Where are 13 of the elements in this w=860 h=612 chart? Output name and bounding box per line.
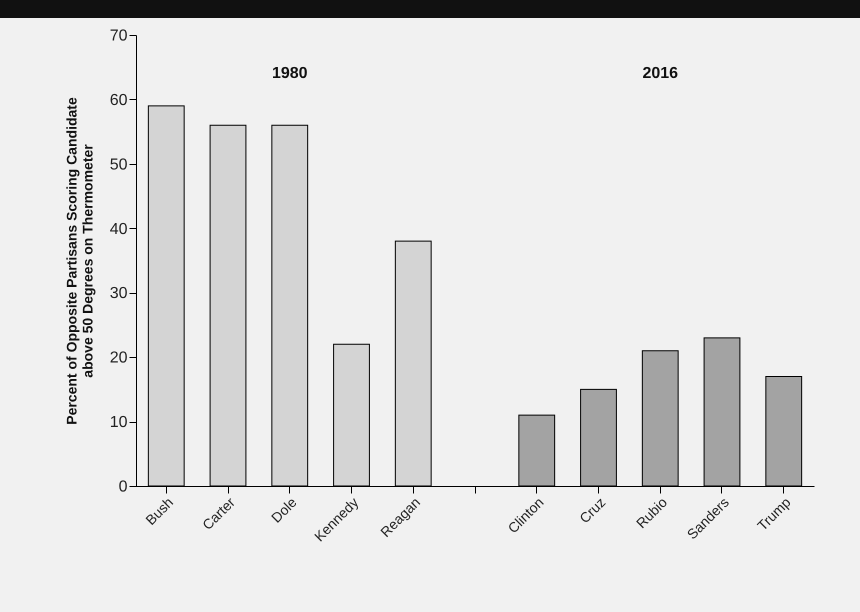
y-tick-label: 20 xyxy=(110,350,128,367)
y-tick-label: 30 xyxy=(110,285,128,302)
x-tick-label: Cruz xyxy=(576,494,608,526)
y-tick-label: 70 xyxy=(110,28,128,44)
annotation: 1980 xyxy=(272,65,308,82)
y-tick-label: 10 xyxy=(110,414,128,432)
y-axis-title: Percent of Opposite Partisans Scoring Candidate above 50 Degrees on Thermometer xyxy=(64,97,96,425)
y-tick-label: 0 xyxy=(118,478,128,496)
y-tick-label: 60 xyxy=(110,92,128,109)
annotation: 2016 xyxy=(642,65,678,82)
y-tick-label: 40 xyxy=(110,220,128,238)
y-tick-label: 50 xyxy=(110,156,128,174)
x-tick-label: Dole xyxy=(268,494,300,526)
